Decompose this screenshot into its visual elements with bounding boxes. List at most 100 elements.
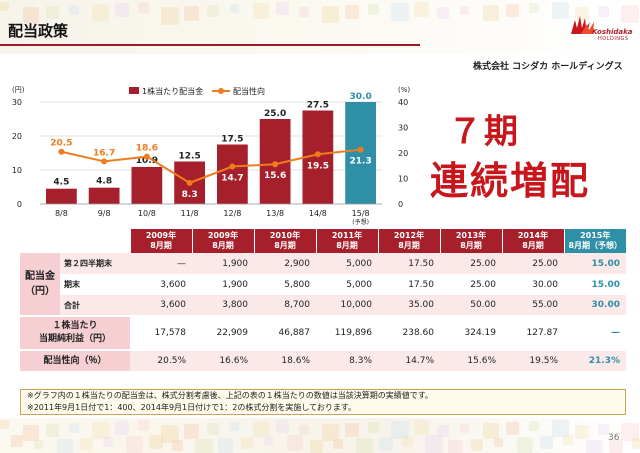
decorative-square xyxy=(414,2,429,17)
header-cell: 2013年 8月期 xyxy=(439,229,502,253)
decorative-square xyxy=(356,438,373,453)
decorative-square xyxy=(92,422,109,439)
decorative-square xyxy=(161,425,179,443)
bar-data-label: 4.5 xyxy=(53,178,69,188)
payout-data-label: 16.7 xyxy=(93,148,115,158)
headline-consecutive-increase: 連続増配 xyxy=(430,159,591,203)
decorative-square xyxy=(621,5,639,23)
decorative-square xyxy=(241,437,253,449)
decorative-square xyxy=(46,6,59,19)
decorative-square xyxy=(575,425,589,439)
decorative-square xyxy=(471,439,483,451)
payout-point xyxy=(143,153,150,160)
decorative-square xyxy=(437,425,449,437)
payout-data-label: 18.6 xyxy=(136,144,158,154)
y-right-tick-label: 0 xyxy=(398,200,403,209)
decorative-square xyxy=(529,3,539,13)
bar xyxy=(88,187,120,204)
legend-line-label: 配当性向 xyxy=(233,87,265,96)
table-header-row: 2009年 8月期 2009年 8月期 2010年 8月期 2011年 8月期 2012… xyxy=(20,229,626,253)
payout-label: 配当性向（％） xyxy=(20,349,130,371)
y-left-tick-label: 0 xyxy=(17,200,22,209)
footnote-2: ※2011年9月1日付で1：400、2014年9月1日付けで1：2の株式分割を実… xyxy=(27,403,357,412)
decorative-square xyxy=(494,438,503,447)
decorative-square xyxy=(437,7,449,19)
bar-data-label: 27.5 xyxy=(307,101,329,111)
x-tick-label: 8/8 xyxy=(55,209,68,218)
x-tick-label: 15/8 xyxy=(352,209,370,218)
decorative-square xyxy=(529,421,539,431)
decorative-square xyxy=(149,435,163,449)
decorative-square xyxy=(23,425,39,441)
bar-data-label: 25.0 xyxy=(264,109,286,119)
decorative-square xyxy=(483,5,499,21)
y-left-tick-label: 30 xyxy=(12,98,22,107)
decorative-square xyxy=(253,421,269,437)
header-cell: 2010年 8月期 xyxy=(253,229,316,253)
y-right-tick-label: 40 xyxy=(398,98,408,107)
payout-point xyxy=(58,148,65,155)
decorative-square xyxy=(517,437,533,453)
decorative-square xyxy=(552,2,569,19)
y-right-unit: (%) xyxy=(398,86,410,94)
decorative-square xyxy=(506,4,519,17)
decorative-square xyxy=(310,440,323,453)
payout-point xyxy=(357,146,364,153)
x-tick-note: (予想) xyxy=(352,218,369,226)
decorative-square xyxy=(264,436,273,445)
decorative-square xyxy=(414,420,429,435)
decorative-square xyxy=(11,435,23,447)
decorative-square xyxy=(80,438,93,451)
decorative-square xyxy=(460,424,469,433)
x-tick-label: 10/8 xyxy=(138,209,156,218)
bar xyxy=(216,144,248,204)
table-row: 配当性向（％） 20.5% 16.6% 18.6% 8.3% 14.7% 15.… xyxy=(20,349,626,371)
decorative-square xyxy=(115,421,129,435)
y-left-tick-label: 10 xyxy=(12,166,22,175)
page-number: 36 xyxy=(608,433,620,443)
header-cell: 2009年 8月期 xyxy=(129,229,192,253)
title-underline xyxy=(0,44,420,46)
bar xyxy=(345,102,377,204)
bar xyxy=(131,166,163,204)
bar-data-label: 10.9 xyxy=(136,156,158,166)
decorative-square xyxy=(552,420,569,437)
dividend-chart: 0 10 20 30 0 10 20 30 40 (円) (%) 4.5 8/8 4.8 9/8 10.9 10… xyxy=(12,86,411,226)
decorative-square xyxy=(207,5,219,17)
decorative-square xyxy=(69,5,79,15)
decorative-square xyxy=(287,435,303,451)
y-right-tick-label: 30 xyxy=(398,124,408,133)
decorative-square xyxy=(391,421,409,439)
payout-data-label: 21.3 xyxy=(350,157,372,167)
x-tick-label: 12/8 xyxy=(223,209,241,218)
decorative-square xyxy=(299,425,309,435)
logo-wordmark: Koshidaka xyxy=(592,28,633,36)
decorative-square xyxy=(368,422,379,433)
header-cell: 2012年 8月期 xyxy=(377,229,440,253)
logo-subtitle: HOLDINGS xyxy=(598,36,629,42)
decorative-square xyxy=(0,420,9,429)
x-tick-label: 11/8 xyxy=(181,209,199,218)
bar-data-label: 12.5 xyxy=(179,152,201,162)
decorative-square xyxy=(609,439,623,453)
payout-point xyxy=(186,179,193,186)
decorative-square xyxy=(276,2,289,15)
x-tick-label: 13/8 xyxy=(266,209,284,218)
x-tick-label: 14/8 xyxy=(309,209,327,218)
bar xyxy=(45,188,77,204)
decorative-square xyxy=(506,422,519,435)
decorative-square xyxy=(598,6,609,17)
decorative-square xyxy=(460,6,469,15)
row-label: 期末 xyxy=(60,274,130,295)
decorative-square xyxy=(425,435,443,453)
footnote-box: ※グラフ内の１株当たりの配当金は、株式分割考慮後、上記の表の１株当たりの数値は当… xyxy=(20,389,626,415)
payout-point xyxy=(101,158,108,165)
bar-data-label: 4.8 xyxy=(96,177,112,187)
decorative-square xyxy=(57,439,73,453)
decorative-square xyxy=(598,424,609,435)
decorative-square xyxy=(540,436,553,449)
decorative-square xyxy=(322,6,339,23)
payout-data-label: 14.7 xyxy=(221,174,243,184)
legend-line-marker xyxy=(218,88,224,94)
decorative-square xyxy=(575,7,589,21)
